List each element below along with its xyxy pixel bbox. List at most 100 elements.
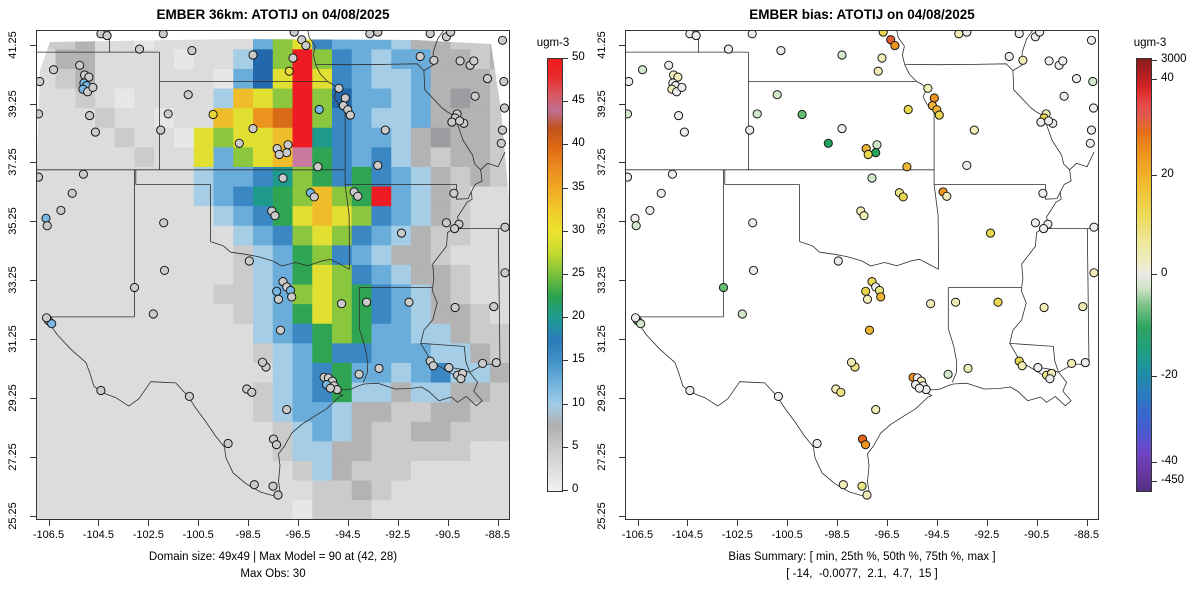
site-dot [859, 211, 869, 221]
site-dot [309, 192, 319, 202]
site-dot [325, 383, 335, 393]
x-tick-mark [737, 520, 739, 526]
site-dot [942, 191, 952, 201]
site-dot [1018, 55, 1028, 65]
site-dot [337, 299, 347, 309]
y-tick-mark [30, 221, 36, 223]
y-tick-label: 35.25 [596, 207, 608, 236]
y-tick-label: 27.25 [7, 442, 19, 471]
site-dot [478, 358, 488, 368]
colorbar-tick-label: 40 [1161, 71, 1174, 84]
site-dot [499, 76, 509, 87]
colorbar-tick-label: 0 [1161, 267, 1168, 279]
site-dot [491, 358, 501, 368]
model-colorbar [547, 58, 563, 492]
model-site-dots [36, 30, 510, 500]
site-dot [934, 110, 944, 120]
site-dot [625, 172, 633, 182]
x-tick-label: -100.5 [771, 529, 803, 541]
colorbar-tick-label: 0 [572, 483, 579, 495]
site-dot [962, 30, 972, 37]
y-tick-label: 35.25 [7, 207, 19, 236]
site-dot [926, 299, 936, 309]
site-dot [836, 387, 846, 397]
y-tick-label: 33.25 [7, 266, 19, 294]
site-dot [1058, 56, 1068, 66]
y-tick-mark [619, 162, 625, 164]
site-dot [867, 173, 877, 183]
site-dot [129, 282, 140, 293]
y-tick-label: 31.25 [596, 325, 608, 353]
site-dot [877, 53, 887, 63]
site-dot [636, 319, 646, 329]
x-tick-label: -104.5 [82, 529, 114, 541]
site-dot [482, 74, 493, 84]
site-dot [183, 90, 193, 100]
site-dot [274, 149, 284, 160]
site-dot [249, 480, 259, 490]
site-dot [78, 169, 88, 179]
site-dot [184, 391, 194, 401]
site-dot [745, 125, 755, 135]
site-dot [838, 480, 848, 490]
site-dot [271, 440, 282, 450]
x-tick-label: -106.5 [32, 529, 65, 541]
site-dot [969, 125, 979, 135]
site-dot [748, 265, 759, 275]
site-dot [56, 205, 66, 215]
site-dot [797, 109, 807, 120]
x-tick-label: -88.5 [1073, 529, 1100, 541]
site-dot [645, 205, 655, 215]
site-dot [862, 490, 872, 500]
site-dot [1045, 374, 1055, 384]
site-dot [1030, 218, 1040, 228]
site-dot [752, 109, 762, 119]
x-tick-mark [787, 520, 789, 526]
colorbar-tick-label: 10 [572, 396, 585, 409]
site-dot [1089, 268, 1099, 278]
site-dot [287, 292, 297, 302]
site-dot [450, 224, 460, 234]
model-colorbar-unit: ugm-3 [536, 37, 570, 49]
x-tick-mark [637, 520, 639, 526]
site-dot [247, 387, 257, 397]
plot-outline [36, 30, 510, 520]
colorbar-tick-mark [1152, 461, 1157, 463]
site-dot [429, 55, 439, 65]
x-tick-mark [837, 520, 839, 526]
site-dot [396, 228, 407, 238]
colorbar-tick-mark [1152, 60, 1157, 62]
site-dot [187, 46, 197, 56]
x-tick-mark [936, 520, 938, 526]
site-dot [861, 286, 871, 296]
site-dot [148, 309, 158, 319]
x-tick-mark [98, 520, 100, 526]
site-dot [667, 169, 677, 179]
y-tick-mark [619, 515, 625, 517]
x-tick-label: -102.5 [721, 529, 753, 541]
site-dot [365, 30, 375, 39]
site-dot [96, 385, 106, 396]
site-dot [1039, 224, 1049, 234]
y-tick-label: 25.25 [7, 501, 19, 530]
x-tick-mark [986, 520, 988, 526]
y-tick-label: 31.25 [7, 325, 19, 353]
x-tick-mark [886, 520, 888, 526]
site-dot [456, 374, 466, 384]
x-tick-mark [297, 520, 299, 526]
site-dot [284, 66, 294, 76]
bias-colorbar-unit: ugm-3 [1133, 37, 1167, 49]
site-dot [208, 109, 218, 120]
site-dot [878, 30, 888, 37]
site-dot [455, 56, 465, 66]
site-dot [425, 30, 435, 39]
site-dot [158, 30, 168, 39]
site-dot [637, 65, 648, 75]
x-tick-label: -98.5 [235, 529, 261, 541]
y-tick-mark [619, 103, 625, 105]
site-dot [846, 357, 857, 367]
colorbar-tick-label: 25 [572, 267, 585, 279]
site-dot [871, 405, 881, 415]
bias-caption-line2: [ -14, -0.0077, 2.1, 4.7, 15 ] [786, 568, 938, 580]
